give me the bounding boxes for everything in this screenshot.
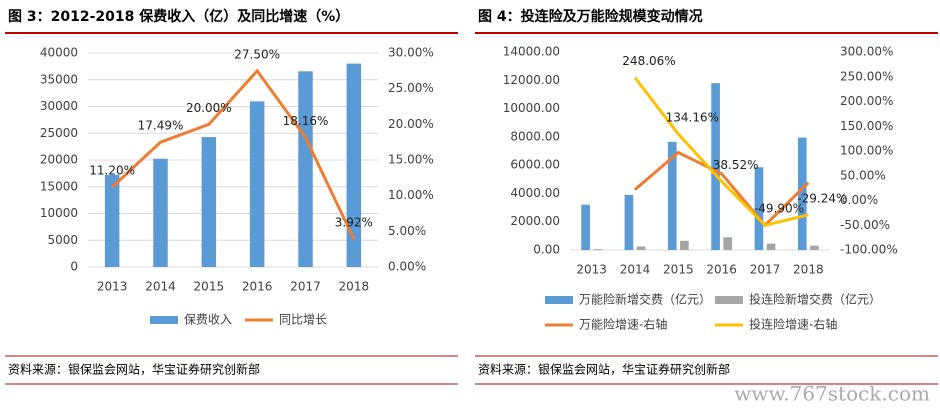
x-tick-label: 2015 xyxy=(663,263,694,277)
bar xyxy=(667,141,677,250)
y2-tick-label: 5.00% xyxy=(388,224,426,238)
y-tick-label: 6000.00 xyxy=(510,158,560,172)
bar xyxy=(346,63,362,267)
bar xyxy=(754,167,764,250)
x-tick-label: 2015 xyxy=(194,280,225,294)
data-label: 20.00% xyxy=(186,101,232,115)
y-tick-label: 0.00 xyxy=(533,243,560,257)
y-tick-label: 30000 xyxy=(40,99,78,113)
legend-swatch xyxy=(545,296,573,304)
data-label: 18.16% xyxy=(283,114,329,128)
y-tick-label: 40000 xyxy=(40,46,78,60)
y2-tick-label: 0.00% xyxy=(388,260,426,274)
bar xyxy=(104,174,120,267)
bar xyxy=(636,246,646,250)
y2-tick-label: 100.00% xyxy=(840,144,893,158)
watermark: www.767stock.com xyxy=(734,382,930,406)
legend-label: 保费收入 xyxy=(184,313,232,327)
y2-tick-label: 10.00% xyxy=(388,188,434,202)
legend-swatch xyxy=(715,296,743,304)
y-tick-label: 14000.00 xyxy=(503,45,560,59)
data-label: 134.16% xyxy=(666,111,719,125)
y2-tick-label: -100.00% xyxy=(840,243,898,257)
legend-swatch xyxy=(150,316,178,324)
chart-title: 图 4：投连险及万能险规模变动情况 xyxy=(478,8,703,25)
bar xyxy=(581,204,590,250)
data-label: -49.90% xyxy=(754,202,804,216)
bar xyxy=(723,237,733,250)
chart-title: 图 3：2012-2018 保费收入（亿）及同比增速（%） xyxy=(8,8,349,25)
x-tick-label: 2016 xyxy=(706,263,737,277)
data-label: 27.50% xyxy=(234,47,280,61)
x-tick-label: 2017 xyxy=(750,263,781,277)
bar xyxy=(624,194,634,250)
legend-label: 投连险新增交费（亿元） xyxy=(749,292,881,307)
x-tick-label: 2018 xyxy=(793,263,824,277)
y2-tick-label: -50.00% xyxy=(840,218,890,232)
bar xyxy=(201,137,217,267)
x-tick-label: 2014 xyxy=(620,263,651,277)
legend-label: 万能险新增交费（亿元） xyxy=(579,292,711,307)
data-label: 38.52% xyxy=(713,158,759,172)
bar xyxy=(711,83,720,250)
x-tick-label: 2016 xyxy=(242,280,273,294)
y-tick-label: 5000 xyxy=(47,233,78,247)
y-tick-label: 35000 xyxy=(40,72,78,86)
y-tick-label: 25000 xyxy=(40,126,78,140)
legend-label: 万能险增速-右轴 xyxy=(579,317,667,332)
y2-tick-label: 25.00% xyxy=(388,81,434,95)
legend-label: 投连险增速-右轴 xyxy=(749,317,837,332)
x-tick-label: 2013 xyxy=(576,263,607,277)
y2-tick-label: 200.00% xyxy=(840,94,893,108)
x-tick-label: 2018 xyxy=(339,280,370,294)
x-tick-label: 2017 xyxy=(290,280,321,294)
bar xyxy=(249,101,265,267)
bar xyxy=(680,240,689,250)
y-tick-label: 0 xyxy=(70,260,78,274)
legend-label: 同比增长 xyxy=(279,313,327,327)
y2-tick-label: 30.00% xyxy=(388,46,434,60)
x-tick-label: 2013 xyxy=(97,280,128,294)
y-tick-label: 4000.00 xyxy=(510,186,560,200)
line xyxy=(633,76,809,227)
y2-tick-label: 20.00% xyxy=(388,117,434,131)
y-tick-label: 12000.00 xyxy=(503,73,560,87)
source: 资料来源：银保监会网站，华宝证券研究创新部 xyxy=(8,362,260,377)
y-tick-label: 8000.00 xyxy=(510,129,560,143)
line xyxy=(111,68,356,240)
y-tick-label: 20000 xyxy=(40,153,78,167)
y-tick-label: 10000.00 xyxy=(503,101,560,115)
line xyxy=(634,150,810,228)
data-label: 3.92% xyxy=(335,216,373,230)
data-label: -29.24% xyxy=(797,191,847,205)
y-tick-label: 2000.00 xyxy=(510,214,560,228)
y-tick-label: 15000 xyxy=(40,179,78,193)
data-label: 17.49% xyxy=(138,119,184,133)
bar xyxy=(153,158,168,267)
y2-tick-label: 150.00% xyxy=(840,119,893,133)
bar xyxy=(766,243,776,250)
data-label: 248.06% xyxy=(622,54,675,68)
y2-tick-label: 250.00% xyxy=(840,69,893,83)
bar xyxy=(298,71,313,267)
bar xyxy=(810,245,819,250)
source: 资料来源：银保监会网站，华宝证券研究创新部 xyxy=(478,362,730,377)
y2-tick-label: 50.00% xyxy=(840,168,886,182)
y2-tick-label: 15.00% xyxy=(388,153,434,167)
bar xyxy=(593,249,603,250)
bar xyxy=(797,137,807,250)
y2-tick-label: 0.00% xyxy=(840,193,878,207)
y2-tick-label: 300.00% xyxy=(840,45,893,59)
y-tick-label: 10000 xyxy=(40,206,78,220)
data-label: 11.20% xyxy=(89,164,135,178)
x-tick-label: 2014 xyxy=(145,280,176,294)
